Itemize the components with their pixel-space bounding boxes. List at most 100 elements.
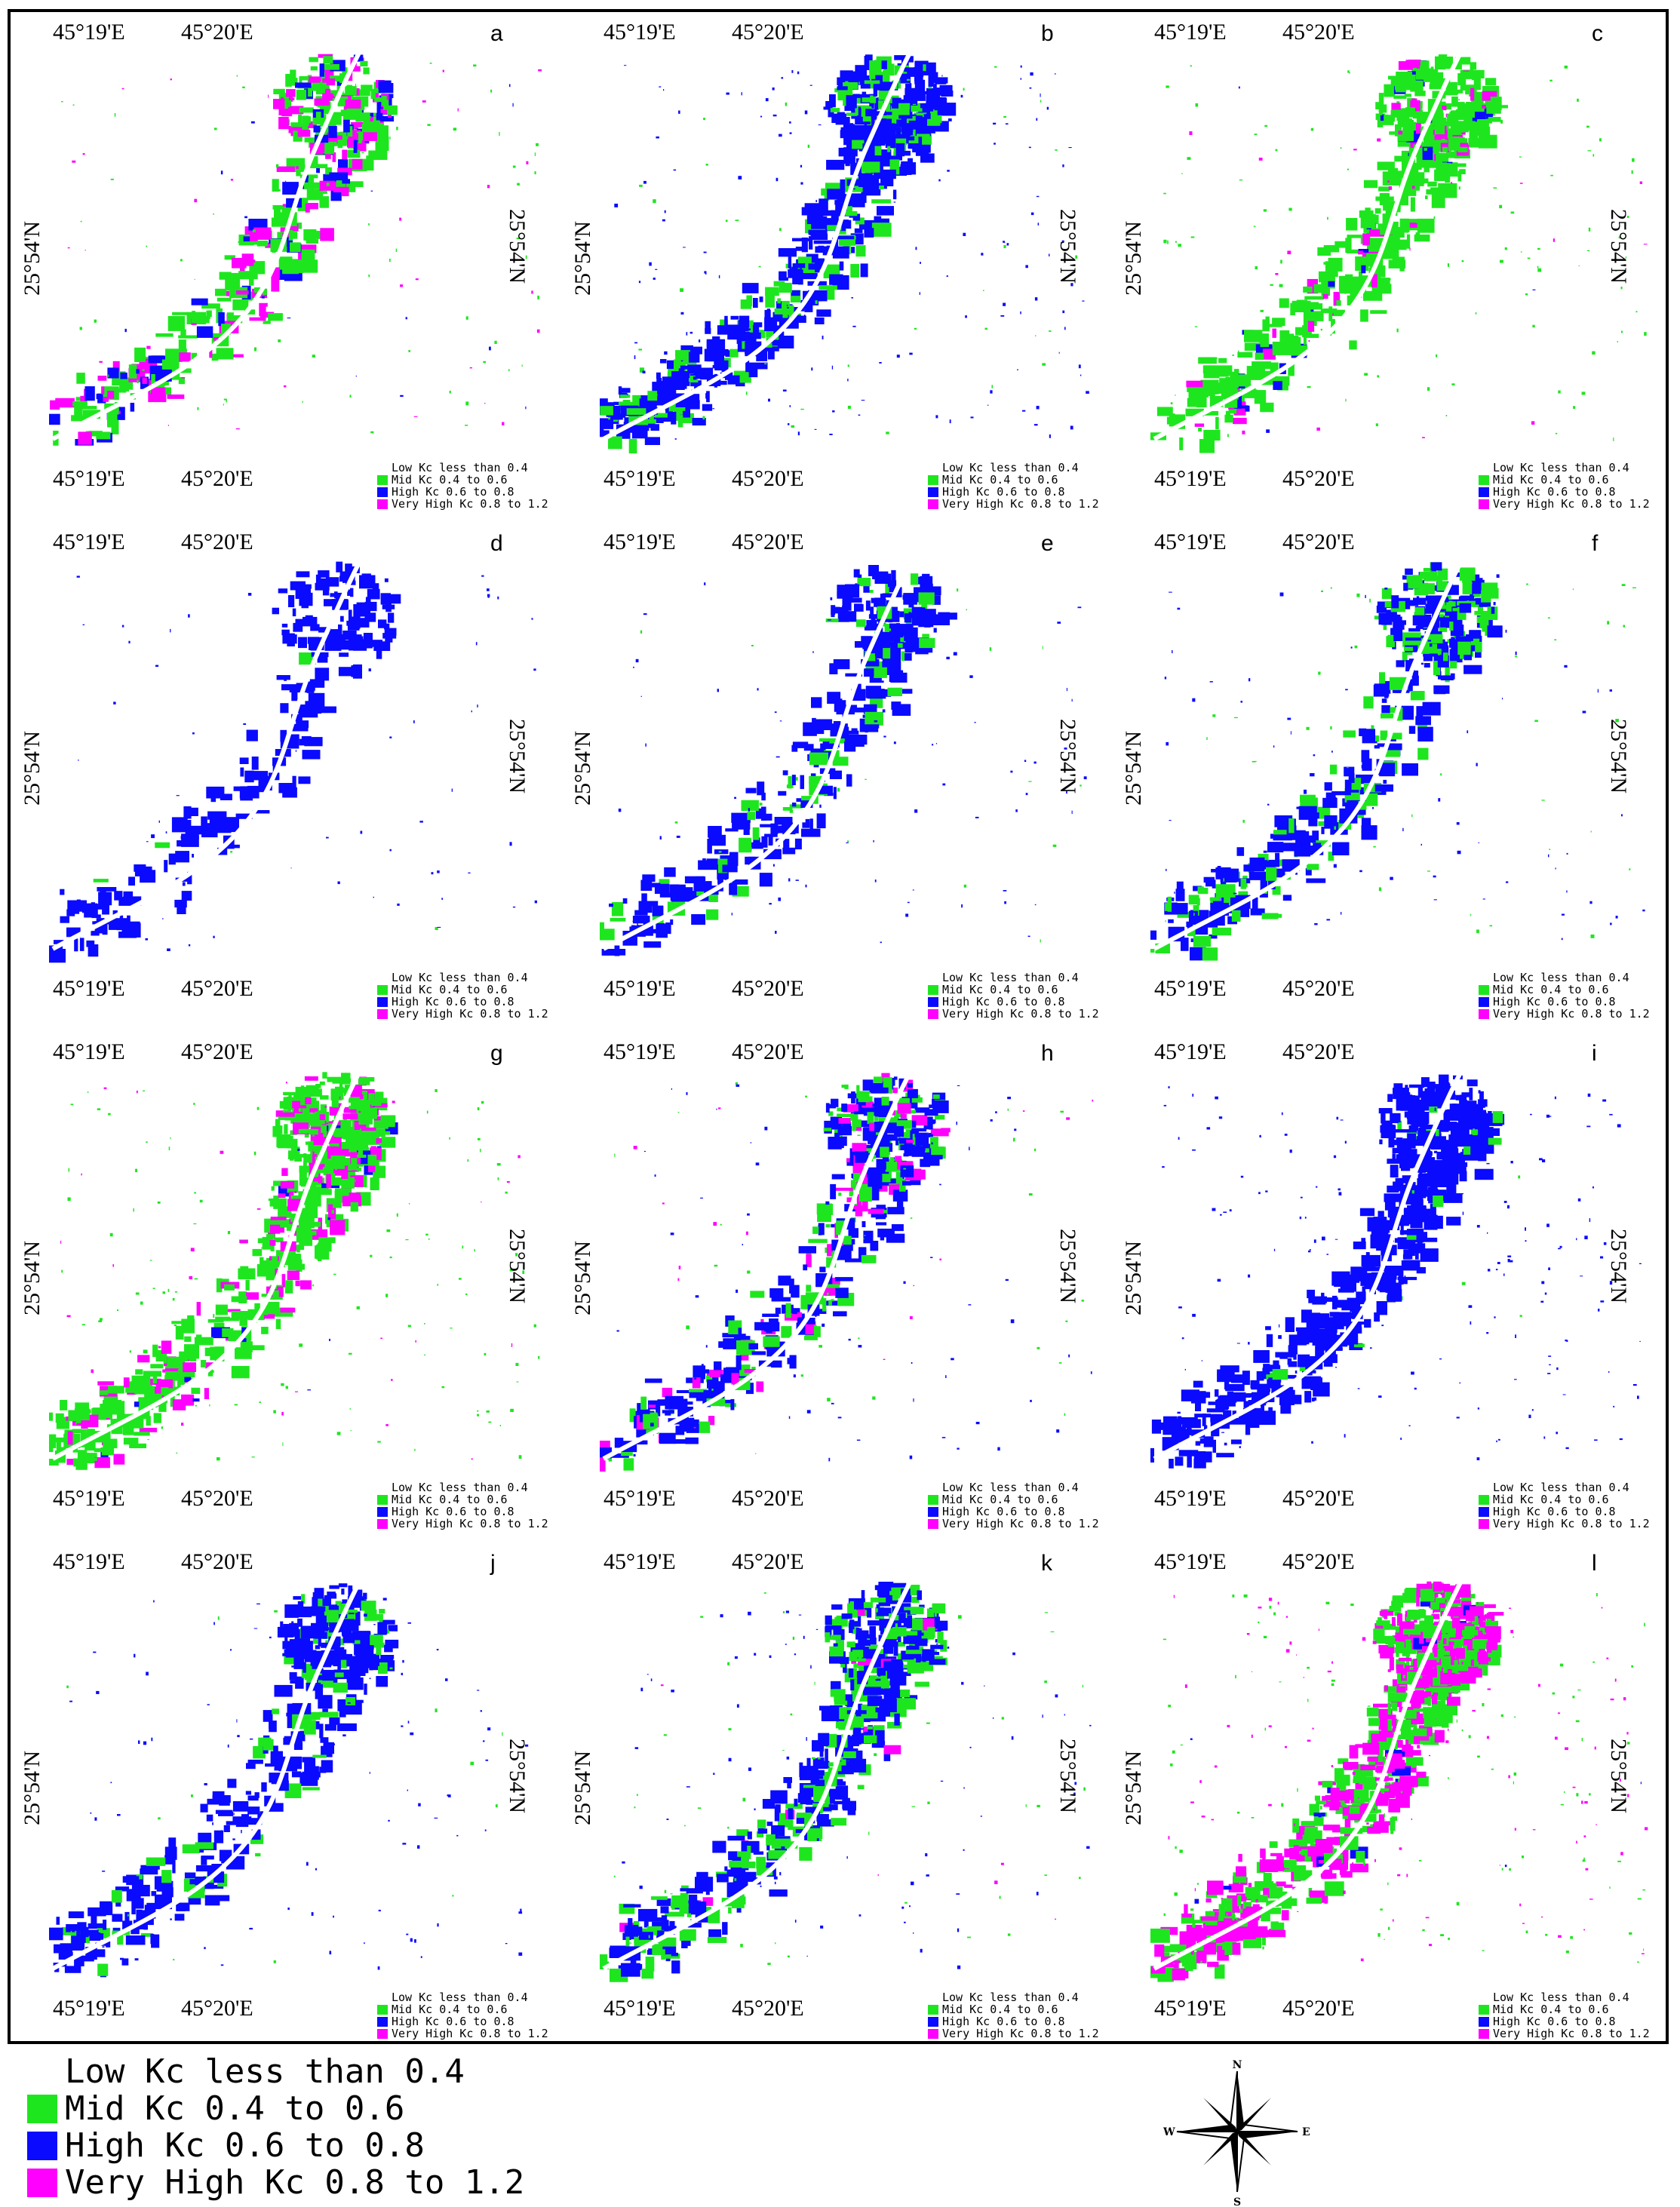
mini-legend-item-high: High Kc 0.6 to 0.8 (377, 996, 548, 1008)
mini-legend-item-very-high: Very High Kc 0.8 to 1.2 (377, 1518, 548, 1530)
mini-legend-swatch (1479, 499, 1489, 509)
lon-label-top-left: 45°19'E (604, 20, 676, 45)
lon-label-top-left: 45°19'E (53, 1039, 125, 1064)
main-legend: Low Kc less than 0.4 Mid Kc 0.4 to 0.6 Hig… (27, 2053, 524, 2201)
panel-mini-legend: Low Kc less than 0.4 Mid Kc 0.4 to 0.6 Hig… (1479, 1481, 1650, 1530)
mini-legend-label: High Kc 0.6 to 0.8 (1493, 485, 1616, 499)
mini-legend-swatch (928, 2004, 938, 2015)
kc-classification-map (49, 45, 542, 446)
mini-legend-swatch (1479, 984, 1489, 995)
mini-legend-swatch (1479, 487, 1489, 497)
panel-label: c (1592, 21, 1603, 46)
mini-legend-label: High Kc 0.6 to 0.8 (392, 2015, 514, 2028)
lon-label-bottom-right: 45°20'E (181, 1486, 253, 1511)
lat-label-left: 25°54'N (570, 220, 595, 296)
lon-label-bottom-right: 45°20'E (732, 466, 804, 491)
mini-legend-item-high: High Kc 0.6 to 0.8 (1479, 2015, 1650, 2027)
panel-mini-legend: Low Kc less than 0.4 Mid Kc 0.4 to 0.6 Hig… (928, 462, 1099, 510)
mini-legend-swatch (1479, 1008, 1489, 1019)
panel-mini-legend: Low Kc less than 0.4 Mid Kc 0.4 to 0.6 Hig… (928, 972, 1099, 1020)
mini-legend-swatch (377, 2004, 388, 2015)
lon-label-top-right: 45°20'E (181, 1039, 253, 1064)
lon-label-bottom-right: 45°20'E (1282, 466, 1355, 491)
mini-legend-swatch (1479, 1506, 1489, 1517)
mini-legend-swatch (377, 984, 388, 995)
mini-legend-swatch (377, 2016, 388, 2027)
lon-label-top-right: 45°20'E (181, 1549, 253, 1574)
mini-legend-swatch (928, 1494, 938, 1505)
mini-legend-swatch (377, 996, 388, 1007)
mini-legend-label: Mid Kc 0.4 to 0.6 (1493, 473, 1609, 487)
mini-legend-label: Mid Kc 0.4 to 0.6 (1493, 1493, 1609, 1506)
mini-legend-item-very-high: Very High Kc 0.8 to 1.2 (1479, 2027, 1650, 2040)
map-panel-b: 45°19'E 45°20'E 45°19'E 45°20'E 25°54'N 25°54… (570, 17, 1147, 526)
mini-legend-item-high: High Kc 0.6 to 0.8 (1479, 996, 1650, 1008)
mini-legend-item-high: High Kc 0.6 to 0.8 (377, 1506, 548, 1518)
lon-label-top-left: 45°19'E (1154, 529, 1227, 554)
panel-mini-legend: Low Kc less than 0.4 Mid Kc 0.4 to 0.6 Hig… (1479, 972, 1650, 1020)
mini-legend-swatch (1479, 462, 1489, 473)
lat-label-right: 25°54'N (1055, 1229, 1080, 1304)
mini-legend-item-low: Low Kc less than 0.4 (928, 972, 1099, 984)
mini-legend-item-high: High Kc 0.6 to 0.8 (928, 2015, 1099, 2027)
lat-label-right: 25°54'N (1055, 209, 1080, 284)
mini-legend-item-mid: Mid Kc 0.4 to 0.6 (377, 474, 548, 486)
kc-classification-map (600, 555, 1087, 956)
lon-label-top-left: 45°19'E (604, 1549, 676, 1574)
mini-legend-label: Mid Kc 0.4 to 0.6 (942, 473, 1058, 487)
mini-legend-label: Very High Kc 0.8 to 1.2 (392, 1007, 548, 1021)
mini-legend-swatch (928, 1992, 938, 2003)
mini-legend-item-very-high: Very High Kc 0.8 to 1.2 (377, 2027, 548, 2040)
legend-item-low: Low Kc less than 0.4 (27, 2053, 524, 2090)
mini-legend-swatch (928, 972, 938, 983)
lon-label-bottom-right: 45°20'E (1282, 976, 1355, 1001)
mini-legend-label: Low Kc less than 0.4 (942, 1991, 1079, 2004)
lat-label-right: 25°54'N (1055, 719, 1080, 794)
mini-legend-item-very-high: Very High Kc 0.8 to 1.2 (377, 1008, 548, 1020)
lat-label-right: 25°54'N (505, 1229, 530, 1304)
lat-label-left: 25°54'N (1121, 1240, 1146, 1315)
mini-legend-swatch (1479, 474, 1489, 485)
mini-legend-label: Very High Kc 0.8 to 1.2 (1493, 497, 1650, 511)
lon-label-bottom-left: 45°19'E (1154, 1486, 1227, 1511)
mini-legend-item-high: High Kc 0.6 to 0.8 (377, 2015, 548, 2027)
mini-legend-item-very-high: Very High Kc 0.8 to 1.2 (1479, 1518, 1650, 1530)
panel-mini-legend: Low Kc less than 0.4 Mid Kc 0.4 to 0.6 Hig… (1479, 1991, 1650, 2040)
lon-label-bottom-left: 45°19'E (604, 466, 676, 491)
mini-legend-label: Mid Kc 0.4 to 0.6 (392, 2003, 508, 2016)
mini-legend-label: High Kc 0.6 to 0.8 (392, 995, 514, 1008)
lon-label-top-left: 45°19'E (53, 1549, 125, 1574)
mini-legend-label: Mid Kc 0.4 to 0.6 (392, 983, 508, 996)
lon-label-top-left: 45°19'E (53, 20, 125, 45)
panel-mini-legend: Low Kc less than 0.4 Mid Kc 0.4 to 0.6 Hig… (377, 1991, 548, 2040)
mini-legend-item-low: Low Kc less than 0.4 (377, 1991, 548, 2003)
mini-legend-swatch (377, 2028, 388, 2039)
lat-label-left: 25°54'N (570, 1750, 595, 1825)
panel-mini-legend: Low Kc less than 0.4 Mid Kc 0.4 to 0.6 Hig… (377, 462, 548, 510)
mini-legend-swatch (377, 487, 388, 497)
lat-label-left: 25°54'N (570, 1240, 595, 1315)
mini-legend-item-mid: Mid Kc 0.4 to 0.6 (928, 984, 1099, 996)
mini-legend-label: Low Kc less than 0.4 (392, 461, 528, 474)
mini-legend-swatch (377, 972, 388, 983)
lon-label-top-left: 45°19'E (53, 529, 125, 554)
mini-legend-swatch (1479, 972, 1489, 983)
map-panel-j: 45°19'E 45°20'E 45°19'E 45°20'E 25°54'N 25°54… (20, 1546, 596, 2055)
mini-legend-label: Low Kc less than 0.4 (392, 1481, 528, 1494)
mini-legend-label: High Kc 0.6 to 0.8 (942, 995, 1065, 1008)
mini-legend-label: Low Kc less than 0.4 (392, 1991, 528, 2004)
lon-label-top-right: 45°20'E (732, 529, 804, 554)
mini-legend-label: Very High Kc 0.8 to 1.2 (392, 1517, 548, 1530)
mini-legend-swatch (1479, 2004, 1489, 2015)
map-panel-l: 45°19'E 45°20'E 45°19'E 45°20'E 25°54'N 25°54… (1121, 1546, 1680, 2055)
kc-classification-map (49, 1575, 529, 1978)
figure-frame (8, 9, 1669, 2044)
lat-label-right: 25°54'N (505, 1739, 530, 1814)
kc-classification-map (600, 1065, 1094, 1472)
mini-legend-label: Mid Kc 0.4 to 0.6 (1493, 983, 1609, 996)
mini-legend-label: High Kc 0.6 to 0.8 (1493, 995, 1616, 1008)
lon-label-top-left: 45°19'E (1154, 20, 1227, 45)
mini-legend-label: Mid Kc 0.4 to 0.6 (392, 1493, 508, 1506)
mini-legend-swatch (1479, 1494, 1489, 1505)
mini-legend-label: Very High Kc 0.8 to 1.2 (1493, 1517, 1650, 1530)
